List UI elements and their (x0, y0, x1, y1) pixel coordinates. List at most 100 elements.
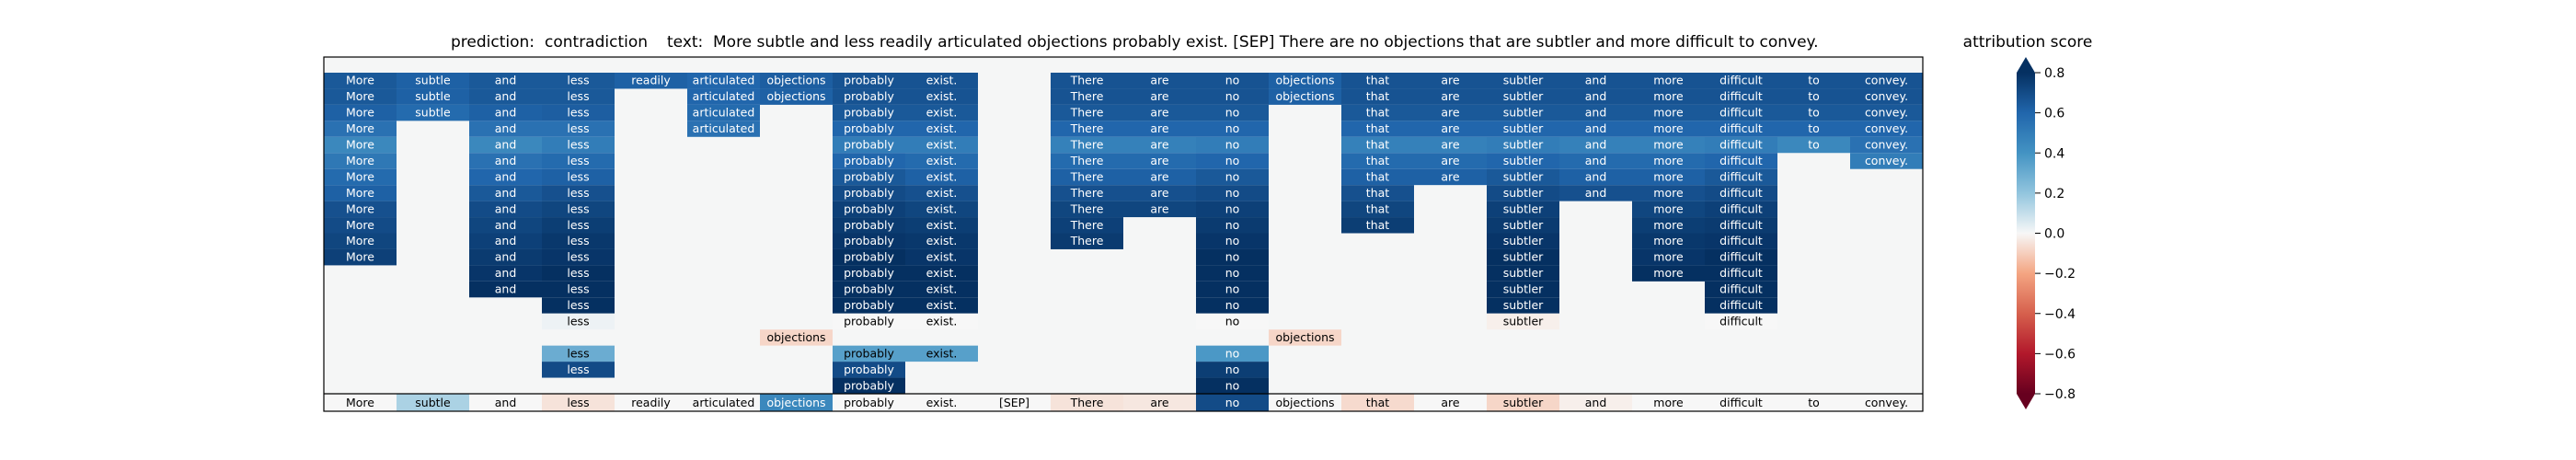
token-label: readily (631, 396, 671, 409)
token-label: and (1585, 396, 1607, 409)
heatmap-cell-label: less (567, 314, 589, 328)
heatmap-cell (469, 168, 542, 186)
heatmap-cell-label: are (1441, 89, 1460, 103)
heatmap-cell-label: and (495, 74, 517, 87)
heatmap-cell-label: More (346, 250, 374, 264)
heatmap-cell-label: probably (844, 121, 894, 135)
heatmap-cell (1051, 185, 1123, 201)
heatmap-cell (1123, 88, 1196, 105)
heatmap-cell (1632, 121, 1705, 137)
heatmap-cell-label: and (495, 282, 517, 296)
heatmap-cell (1487, 121, 1559, 137)
prediction-label: prediction: (451, 33, 535, 52)
heatmap-cell (1487, 217, 1559, 234)
token-label: no (1225, 396, 1240, 409)
heatmap-cell-label: and (1585, 138, 1607, 152)
heatmap-cell-label: are (1441, 138, 1460, 152)
heatmap-cell (1123, 121, 1196, 137)
heatmap-cell (1777, 136, 1850, 154)
heatmap-cell-label: and (1585, 106, 1607, 120)
heatmap-cell-label: to (1808, 121, 1820, 135)
heatmap-cell (1196, 233, 1269, 249)
heatmap-cell-label: less (567, 346, 589, 360)
heatmap-cell-label: exist. (926, 282, 958, 296)
heatmap-cell (833, 153, 905, 169)
heatmap-cell (1705, 121, 1777, 137)
heatmap-cell (1705, 265, 1777, 282)
heatmap-cell (324, 153, 397, 169)
heatmap-cell (1487, 313, 1559, 330)
heatmap-cell-label: probably (844, 314, 894, 328)
heatmap-cell (760, 329, 833, 346)
token-label: There (1070, 396, 1104, 409)
heatmap-cell (1632, 217, 1705, 234)
heatmap-cell (324, 88, 397, 105)
heatmap-cell (542, 217, 615, 234)
heatmap-cell-label: subtler (1503, 298, 1544, 312)
heatmap-cell (1632, 168, 1705, 186)
heatmap-cell-label: more (1653, 89, 1684, 103)
heatmap-cell-label: difficult (1719, 218, 1763, 232)
heatmap-cell (833, 377, 905, 394)
heatmap-cell (1414, 121, 1487, 137)
heatmap-cell-label: More (346, 201, 374, 215)
heatmap-cell (1414, 88, 1487, 105)
heatmap-cell-label: and (495, 121, 517, 135)
token-label: subtle (415, 396, 451, 409)
heatmap-cell-label: no (1225, 234, 1240, 247)
heatmap-cell-label: that (1366, 154, 1389, 167)
heatmap-cell (1269, 88, 1341, 105)
token-label: [SEP] (999, 396, 1029, 409)
colorbar-tick-label: −0.8 (2044, 387, 2076, 402)
heatmap-cell (324, 136, 397, 154)
heatmap-cell-label: objections (1275, 330, 1334, 344)
heatmap-cell-label: difficult (1719, 106, 1763, 120)
heatmap-cell-label: difficult (1719, 138, 1763, 152)
heatmap-cell (1705, 185, 1777, 201)
heatmap-cell (833, 88, 905, 105)
heatmap-cell (1051, 104, 1123, 121)
heatmap-cell-label: and (495, 138, 517, 152)
heatmap-cell-label: more (1653, 106, 1684, 120)
heatmap-cell (1123, 168, 1196, 186)
heatmap-cell (1123, 104, 1196, 121)
heatmap-cell-label: that (1366, 106, 1389, 120)
heatmap-cell (542, 265, 615, 282)
heatmap-cell-label: difficult (1719, 186, 1763, 200)
heatmap-cell (1341, 88, 1414, 105)
heatmap-cell-label: subtler (1503, 121, 1544, 135)
heatmap-cell-label: more (1653, 250, 1684, 264)
heatmap-cell (1487, 136, 1559, 154)
heatmap-cell-label: and (495, 250, 517, 264)
heatmap-cell (905, 104, 978, 121)
heatmap-cell (1196, 136, 1269, 154)
colorbar (2017, 73, 2035, 394)
heatmap-cell (324, 217, 397, 234)
heatmap-cell-label: are (1150, 74, 1169, 87)
prediction-value: contradiction (545, 33, 648, 52)
heatmap-cell-label: probably (844, 74, 894, 87)
heatmap-cell-label: More (346, 186, 374, 200)
heatmap-cell-label: subtler (1503, 154, 1544, 167)
heatmap-cell-label: no (1225, 218, 1240, 232)
heatmap-cell-label: less (567, 298, 589, 312)
heatmap-cell-label: more (1653, 218, 1684, 232)
token-cell (1850, 394, 1923, 411)
heatmap-cell (469, 73, 542, 89)
heatmap-cell (833, 121, 905, 137)
heatmap-cell (1487, 88, 1559, 105)
heatmap-cell (542, 104, 615, 121)
heatmap-cell (1632, 136, 1705, 154)
token-label: convey. (1865, 396, 1908, 409)
heatmap-cell (833, 185, 905, 201)
heatmap-cell-label: less (567, 106, 589, 120)
heatmap-cell (542, 233, 615, 249)
heatmap-cell-label: subtler (1503, 282, 1544, 296)
heatmap-cell-label: probably (844, 89, 894, 103)
heatmap-cell-label: no (1225, 314, 1240, 328)
heatmap-cell (1632, 233, 1705, 249)
heatmap-cell-label: difficult (1719, 169, 1763, 183)
heatmap-cell-label: no (1225, 298, 1240, 312)
heatmap-cell-label: more (1653, 266, 1684, 280)
heatmap-cell (1559, 168, 1632, 186)
